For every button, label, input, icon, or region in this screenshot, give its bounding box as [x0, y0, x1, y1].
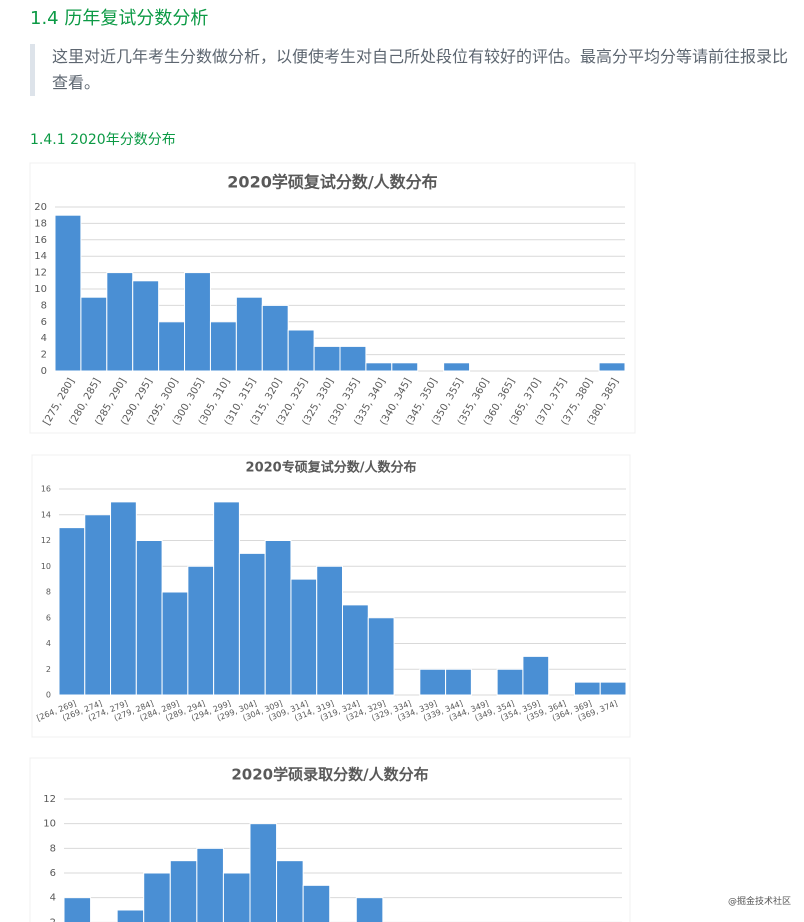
y-tick-label: 12 [41, 536, 51, 545]
y-tick-label: 4 [50, 893, 56, 904]
bar [249, 823, 278, 922]
y-tick-label: 10 [34, 284, 47, 295]
bar [222, 872, 251, 922]
bar [287, 329, 315, 372]
y-tick-label: 4 [41, 333, 47, 344]
bar [355, 897, 384, 922]
bar [54, 214, 82, 372]
bar [80, 296, 108, 372]
chart-frame [29, 162, 636, 434]
bar [238, 552, 266, 696]
y-tick-label: 16 [41, 485, 51, 494]
bar [261, 304, 289, 372]
y-tick-label: 12 [34, 268, 47, 279]
bar [496, 668, 524, 696]
bar [445, 668, 472, 696]
y-tick-label: 10 [43, 819, 56, 830]
bar [58, 527, 86, 696]
bar [276, 860, 304, 922]
chart-title: 2020学硕录取分数/人数分布 [231, 766, 428, 784]
bar [367, 617, 395, 696]
chart-frame [31, 454, 631, 738]
bar [161, 591, 189, 696]
subsection-heading: 1.4.1 2020年分数分布 [30, 132, 176, 148]
bar [84, 514, 112, 696]
bar [599, 681, 627, 696]
y-tick-label: 20 [34, 202, 47, 213]
bar [116, 909, 145, 922]
chart-title: 2020学硕复试分数/人数分布 [227, 173, 437, 192]
bar [391, 362, 419, 372]
chart-title: 2020专硕复试分数/人数分布 [246, 460, 417, 476]
bar [184, 272, 211, 372]
bar [365, 362, 393, 372]
quote: 这里对近几年考生分数做分析，以便使考生对自己所处段位有较好的评估。最高分平均分等… [52, 47, 789, 92]
y-tick-label: 6 [46, 613, 51, 622]
y-tick-label: 4 [46, 639, 51, 648]
bar [302, 884, 331, 922]
section-heading: 1.4 历年复试分数分析 [30, 8, 209, 29]
y-tick-label: 8 [41, 300, 47, 311]
bar [443, 362, 471, 372]
bar [187, 565, 215, 696]
y-tick-label: 6 [50, 868, 56, 879]
y-tick-label: 8 [50, 843, 56, 854]
bar [158, 321, 186, 372]
y-tick-label: 16 [34, 235, 47, 246]
bar [132, 280, 160, 372]
bar [598, 362, 626, 372]
y-tick-label: 2 [41, 350, 47, 361]
chart-frame [29, 757, 631, 922]
y-tick-label: 2 [46, 665, 51, 674]
quote-bar [30, 44, 35, 96]
y-tick-label: 6 [41, 317, 47, 328]
y-tick-label: 2 [50, 917, 56, 922]
bar [342, 604, 369, 696]
y-tick-label: 14 [41, 510, 51, 519]
y-tick-label: 0 [46, 691, 51, 700]
bar [143, 872, 171, 922]
y-tick-label: 10 [41, 562, 51, 571]
bar [169, 860, 198, 922]
bar [522, 655, 550, 696]
bar [290, 578, 318, 696]
bar [316, 565, 343, 696]
bar [264, 540, 292, 696]
y-tick-label: 8 [46, 588, 51, 597]
bar [235, 296, 263, 372]
bar [573, 681, 601, 696]
bar [106, 272, 134, 372]
bar [213, 501, 240, 696]
bar [339, 345, 367, 372]
bar [135, 540, 163, 696]
y-tick-label: 0 [41, 366, 47, 377]
bar [63, 897, 92, 922]
bar [419, 668, 447, 696]
y-tick-label: 18 [34, 218, 47, 229]
bar [110, 501, 137, 696]
y-tick-label: 12 [43, 794, 56, 805]
bar [313, 345, 341, 372]
bar [196, 847, 224, 922]
y-tick-label: 14 [34, 251, 47, 262]
watermark: @掘金技术社区 [728, 897, 792, 907]
bar [209, 321, 237, 372]
